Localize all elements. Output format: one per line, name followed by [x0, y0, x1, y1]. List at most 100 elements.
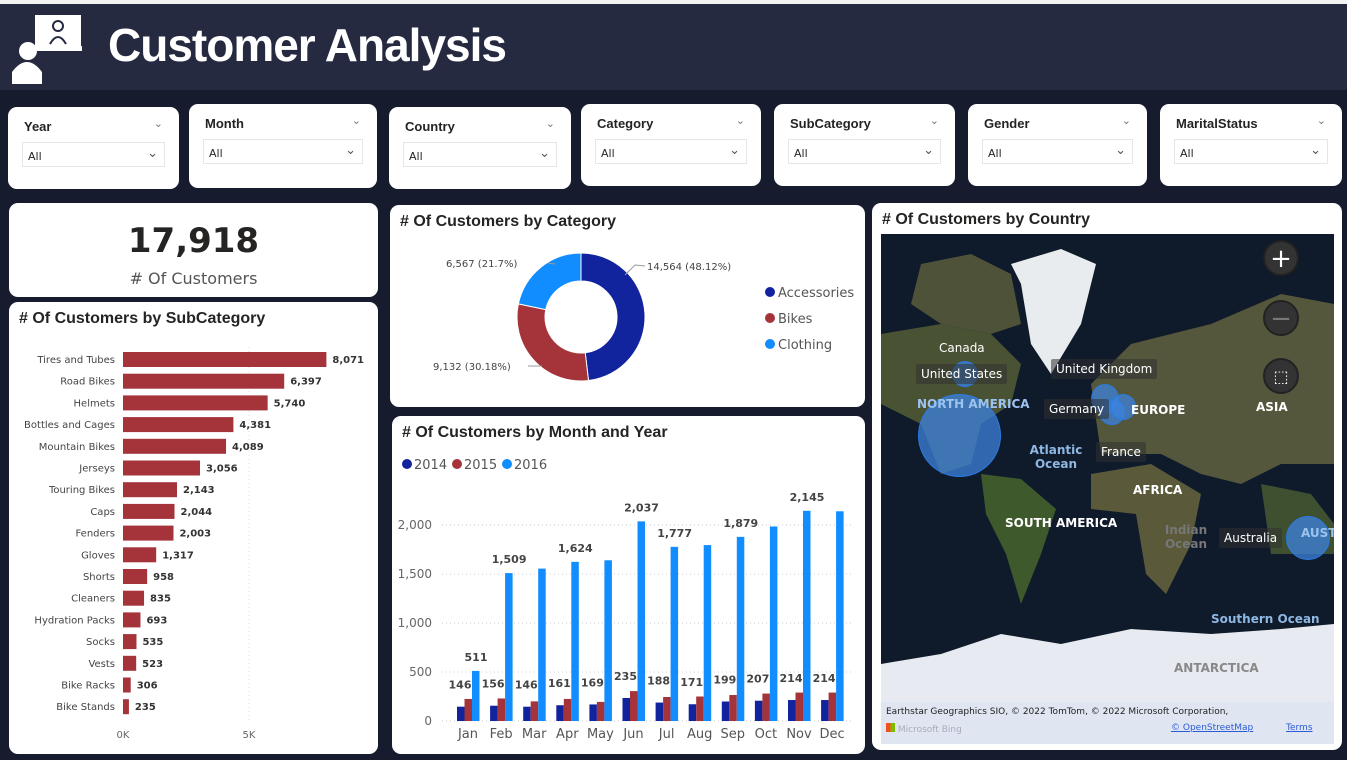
bar-2015 [762, 693, 770, 721]
header-bar: Customer Analysis [0, 4, 1347, 90]
slicer-dropdown[interactable]: All ⌄ [22, 142, 165, 167]
bar-2015 [630, 691, 638, 721]
x-tick-label: Aug [687, 727, 712, 742]
data-label: 214 [813, 672, 836, 685]
continent-label: SOUTH AMERICA [1005, 516, 1118, 530]
bubble-australia[interactable] [1286, 516, 1330, 560]
openstreetmap-link[interactable]: © OpenStreetMap [1171, 723, 1254, 733]
chevron-down-icon[interactable]: ⌄ [1316, 114, 1326, 127]
terms-link[interactable]: Terms [1286, 723, 1313, 733]
slicer-label: Month [205, 116, 244, 131]
zoom-in-button[interactable]: + [1263, 240, 1299, 276]
slicer-dropdown[interactable]: All ⌄ [203, 139, 363, 164]
zoom-out-button[interactable]: − [1263, 300, 1299, 336]
bubble-united-states[interactable] [918, 394, 1001, 477]
slicer-dropdown[interactable]: All ⌄ [788, 139, 941, 164]
data-label: 161 [548, 677, 571, 690]
category-label: Bottles and Cages [24, 420, 115, 431]
chevron-down-icon: ⌄ [1115, 143, 1126, 158]
category-label: Cleaners [71, 594, 115, 605]
bar-2014 [490, 705, 498, 721]
bar-2014 [821, 700, 829, 721]
bar-2014 [589, 704, 597, 721]
slicer-value: All [1180, 147, 1194, 160]
bing-text: Microsoft Bing [897, 725, 962, 735]
x-tick-label: Jan [457, 727, 478, 742]
bar-2015 [464, 698, 472, 721]
bar-2016 [670, 546, 679, 721]
category-label: Shorts [83, 572, 115, 583]
leader-line [547, 262, 556, 265]
chevron-down-icon: ⌄ [729, 143, 740, 158]
bar-2016 [769, 526, 778, 721]
bar-2015 [696, 696, 704, 721]
data-label: 171 [680, 676, 703, 689]
bar [123, 373, 285, 389]
chevron-down-icon[interactable]: ⌄ [351, 114, 361, 127]
chevron-down-icon[interactable]: ⌄ [1121, 114, 1131, 127]
ocean-label: Atlantic Ocean [1029, 443, 1083, 471]
bar-2016 [505, 573, 513, 721]
category-donut-chart: 14,564 (48.12%) 9,132 (30.18%) 6,567 (21.7… [433, 252, 854, 382]
continent-label: EUROPE [1131, 403, 1186, 417]
data-label: 5,740 [274, 398, 306, 409]
rect-select-icon: ⬚ [1273, 367, 1289, 386]
bar-2015 [596, 701, 605, 721]
bar-2016 [836, 511, 844, 721]
bar-2016 [803, 510, 811, 721]
x-tick-label: May [587, 727, 614, 742]
data-label: 9,132 (30.18%) [433, 362, 511, 373]
slicer-country: Country ⌄ All ⌄ [389, 107, 571, 189]
chart-title: # Of Customers by SubCategory [19, 310, 266, 327]
slicer-dropdown[interactable]: All ⌄ [595, 139, 747, 164]
category-label: Jerseys [78, 464, 115, 475]
continent-label: ASIA [1256, 400, 1288, 414]
slicer-value: All [28, 150, 42, 163]
data-label: 14,564 (48.12%) [647, 262, 731, 273]
data-label: 8,071 [332, 355, 364, 366]
country-label-france: France [1096, 442, 1146, 462]
select-tool-button[interactable]: ⬚ [1263, 358, 1299, 394]
continent-label: AUST [1301, 526, 1334, 540]
x-tick-label: Feb [490, 727, 513, 742]
category-chart-card: # Of Customers by Category 14,564 (48.12… [390, 205, 865, 407]
slicer-dropdown[interactable]: All ⌄ [982, 139, 1133, 164]
country-label-australia: Australia [1219, 528, 1283, 548]
x-tick-label: Sep [721, 727, 746, 742]
bar-2016 [472, 670, 480, 721]
chevron-down-icon[interactable]: ⌄ [545, 117, 555, 130]
data-label: 2,037 [624, 501, 659, 514]
bar-2014 [457, 706, 465, 721]
slicer-category: Category ⌄ All ⌄ [581, 104, 761, 186]
chevron-down-icon[interactable]: ⌄ [929, 114, 939, 127]
data-label: 3,056 [206, 464, 238, 475]
chevron-down-icon[interactable]: ⌄ [735, 114, 745, 127]
slicer-label: MaritalStatus [1176, 116, 1258, 131]
category-label: Gloves [81, 550, 115, 561]
bar-2015 [795, 692, 803, 721]
category-label: Road Bikes [60, 377, 115, 388]
bubble-germany[interactable] [1110, 394, 1136, 420]
slicer-label: Country [405, 119, 455, 134]
bar [123, 569, 148, 584]
slicer-dropdown[interactable]: All ⌄ [1174, 139, 1328, 164]
bar-2015 [497, 698, 506, 721]
slicer-value: All [601, 147, 615, 160]
bar [123, 352, 327, 367]
legend-label: 2016 [514, 458, 547, 473]
y-tick-label: 2,000 [398, 518, 432, 532]
data-label: 511 [465, 651, 488, 664]
data-label: 835 [150, 594, 171, 605]
category-label: Fenders [75, 529, 115, 540]
category-label: Tires and Tubes [36, 355, 115, 366]
data-label: 207 [746, 673, 769, 686]
data-label: 235 [135, 702, 156, 713]
customer-presentation-icon [12, 15, 82, 84]
bar-2016 [703, 545, 712, 721]
slicer-label: SubCategory [790, 116, 871, 131]
chevron-down-icon[interactable]: ⌄ [153, 117, 163, 130]
map-canvas[interactable]: NORTH AMERICA EUROPE ASIA AFRICA SOUTH A… [881, 234, 1334, 744]
category-label: Bike Racks [61, 681, 115, 692]
slicer-label: Year [24, 119, 52, 134]
slicer-dropdown[interactable]: All ⌄ [403, 142, 557, 167]
